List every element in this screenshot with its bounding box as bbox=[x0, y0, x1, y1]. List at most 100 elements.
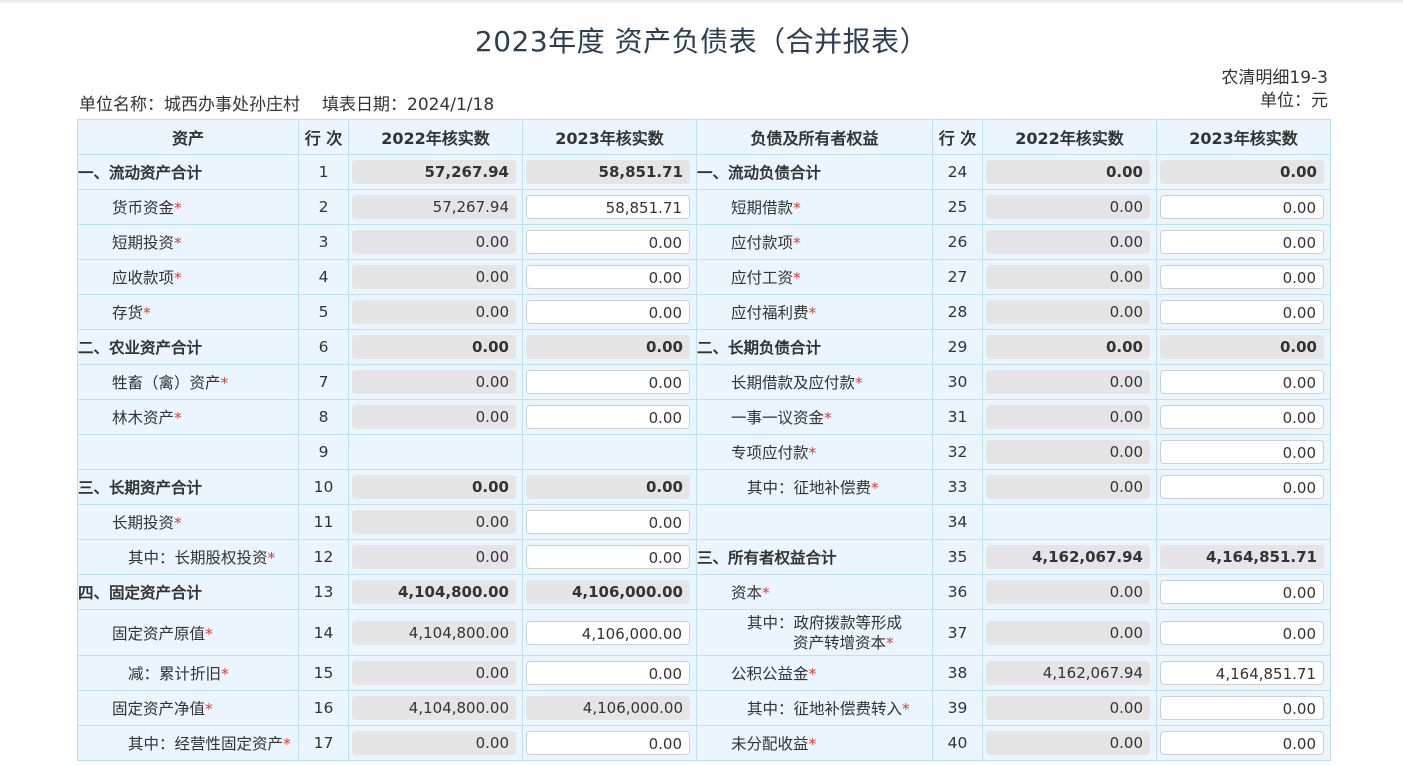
value-input-23[interactable]: 0.00 bbox=[526, 731, 690, 755]
value-input-23[interactable]: 0.00 bbox=[1160, 300, 1324, 324]
value-readonly-22: 0.00 bbox=[352, 731, 516, 755]
line-number: 25 bbox=[932, 189, 983, 225]
value-cell: 0.00 bbox=[348, 364, 523, 400]
line-number: 28 bbox=[932, 294, 983, 330]
asset-item-name: 四、固定资产合计 bbox=[77, 574, 299, 610]
value-input-23[interactable]: 0.00 bbox=[526, 265, 690, 289]
value-readonly-22: 4,104,800.00 bbox=[352, 696, 516, 720]
value-readonly-23: 4,106,000.00 bbox=[526, 580, 690, 604]
value-readonly-22: 0.00 bbox=[986, 370, 1150, 394]
liability-item-name: 长期借款及应付款* bbox=[696, 364, 933, 400]
value-cell: 0.00 bbox=[348, 539, 523, 575]
required-marker: * bbox=[220, 374, 229, 392]
required-marker: * bbox=[886, 633, 894, 652]
value-input-23[interactable]: 0.00 bbox=[1160, 405, 1324, 429]
value-cell bbox=[1156, 504, 1331, 540]
value-input-23[interactable]: 0.00 bbox=[1160, 195, 1324, 219]
item-label: 长期借款及应付款 bbox=[731, 374, 856, 392]
value-input-23[interactable]: 0.00 bbox=[1160, 475, 1324, 499]
value-input-23[interactable]: 0.00 bbox=[1160, 731, 1324, 755]
value-cell: 4,106,000.00 bbox=[522, 609, 697, 656]
value-input-23[interactable]: 0.00 bbox=[526, 545, 690, 569]
report-code: 农清明细19-3 bbox=[1221, 68, 1328, 88]
value-input-23[interactable]: 4,164,851.71 bbox=[1160, 661, 1324, 685]
value-input-23[interactable]: 58,851.71 bbox=[526, 195, 690, 219]
value-readonly-22: 0.00 bbox=[986, 620, 1150, 645]
value-cell: 58,851.71 bbox=[522, 189, 697, 225]
line-number: 29 bbox=[932, 329, 983, 365]
value-cell: 0.00 bbox=[348, 504, 523, 540]
value-input-23[interactable]: 0.00 bbox=[1160, 230, 1324, 254]
value-cell: 4,104,800.00 bbox=[348, 609, 523, 656]
value-input-23[interactable]: 0.00 bbox=[526, 300, 690, 324]
item-label: 一、流动负债合计 bbox=[697, 164, 822, 182]
value-input-23[interactable]: 0.00 bbox=[526, 230, 690, 254]
value-cell bbox=[348, 434, 523, 470]
value-input-23[interactable]: 0.00 bbox=[1160, 370, 1324, 394]
report-meta-right: 农清明细19-3 单位：元 bbox=[1221, 67, 1328, 113]
line-number: 38 bbox=[932, 655, 983, 691]
item-label: 其中：经营性固定资产 bbox=[128, 735, 284, 753]
value-input-23[interactable]: 0.00 bbox=[526, 661, 690, 685]
line-number: 30 bbox=[932, 364, 983, 400]
table-row: 固定资产原值* 14 4,104,800.00 4,106,000.00 其中：政府拨款… bbox=[77, 609, 1331, 656]
header-assets: 资产 bbox=[77, 119, 299, 155]
item-label: 短期投资 bbox=[112, 234, 175, 252]
liability-item-name: 应付款项* bbox=[696, 224, 933, 260]
required-marker: * bbox=[824, 409, 832, 427]
value-cell: 0.00 bbox=[348, 655, 523, 691]
asset-item-name: 二、农业资产合计 bbox=[77, 329, 299, 365]
value-input-23[interactable]: 0.00 bbox=[526, 510, 690, 534]
value-cell: 57,267.94 bbox=[348, 189, 523, 225]
item-label-line2: 资产转增资本 bbox=[793, 633, 887, 652]
value-cell: 0.00 bbox=[1156, 154, 1331, 190]
header-2022-verified: 2022年核实数 bbox=[982, 119, 1157, 155]
value-input-23[interactable]: 0.00 bbox=[1160, 696, 1324, 720]
value-readonly-22: 0.00 bbox=[352, 300, 516, 324]
value-cell: 0.00 bbox=[982, 189, 1157, 225]
value-cell bbox=[522, 434, 697, 470]
value-cell: 4,104,800.00 bbox=[348, 574, 523, 610]
item-label: 一事一议资金 bbox=[731, 409, 825, 427]
value-input-23[interactable]: 0.00 bbox=[1160, 620, 1324, 645]
value-cell: 4,164,851.71 bbox=[1156, 539, 1331, 575]
asset-item-name: 一、流动资产合计 bbox=[77, 154, 299, 190]
value-readonly-22: 4,104,800.00 bbox=[352, 620, 516, 645]
required-marker: * bbox=[808, 304, 817, 322]
value-cell: 0.00 bbox=[348, 259, 523, 295]
value-cell: 0.00 bbox=[1156, 224, 1331, 260]
value-cell: 4,162,067.94 bbox=[982, 655, 1157, 691]
item-label: 专项应付款 bbox=[731, 444, 809, 462]
value-input-23[interactable]: 0.00 bbox=[1160, 265, 1324, 289]
line-number: 8 bbox=[298, 399, 349, 435]
required-marker: * bbox=[283, 735, 291, 753]
item-label: 公积公益金 bbox=[731, 665, 809, 683]
item-label: 资本 bbox=[731, 584, 763, 602]
value-readonly-22: 0.00 bbox=[986, 440, 1150, 464]
value-input-23[interactable]: 0.00 bbox=[1160, 580, 1324, 604]
liability-item-name: 应付工资* bbox=[696, 259, 933, 295]
value-cell: 0.00 bbox=[982, 154, 1157, 190]
liability-item-name: 三、所有者权益合计 bbox=[696, 539, 933, 575]
required-marker: * bbox=[174, 409, 182, 427]
value-cell: 0.00 bbox=[348, 725, 523, 761]
value-readonly-22: 0.00 bbox=[986, 731, 1150, 755]
value-input-23[interactable]: 4,106,000.00 bbox=[526, 620, 690, 645]
value-cell: 58,851.71 bbox=[522, 154, 697, 190]
value-readonly-22: 0.00 bbox=[986, 405, 1150, 429]
value-readonly-22: 0.00 bbox=[352, 545, 516, 569]
table-row: 其中：经营性固定资产* 17 0.00 0.00 未分配收益* 40 0.00 0.00 bbox=[77, 725, 1331, 761]
value-cell: 0.00 bbox=[348, 469, 523, 505]
value-input-23[interactable]: 0.00 bbox=[526, 370, 690, 394]
asset-item-name: 长期投资* bbox=[77, 504, 299, 540]
value-readonly-22: 0.00 bbox=[352, 230, 516, 254]
required-marker: * bbox=[808, 665, 817, 683]
value-input-23[interactable]: 0.00 bbox=[1160, 440, 1324, 464]
value-readonly-22: 0.00 bbox=[986, 195, 1150, 219]
header-liabilities-equity: 负债及所有者权益 bbox=[696, 119, 933, 155]
value-input-23[interactable]: 0.00 bbox=[526, 405, 690, 429]
line-number: 3 bbox=[298, 224, 349, 260]
unit-name-label: 单位名称：城西办事处孙庄村 bbox=[79, 95, 300, 115]
line-number: 4 bbox=[298, 259, 349, 295]
value-readonly-22: 0.00 bbox=[352, 661, 516, 685]
